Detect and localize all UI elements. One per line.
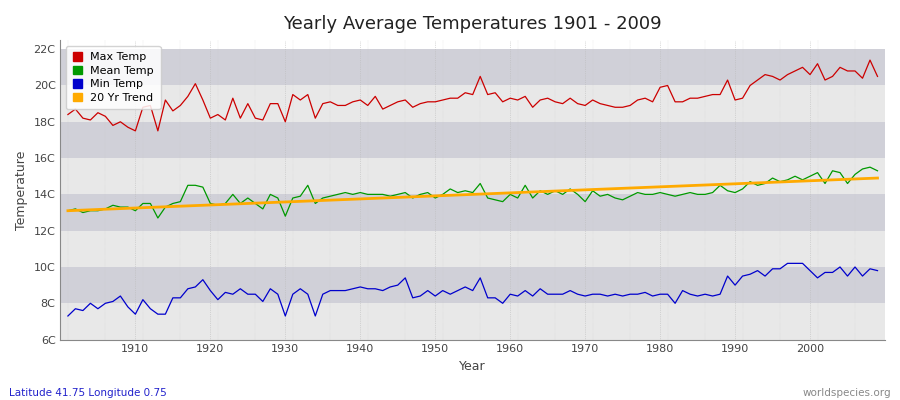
- Text: Latitude 41.75 Longitude 0.75: Latitude 41.75 Longitude 0.75: [9, 388, 166, 398]
- Text: worldspecies.org: worldspecies.org: [803, 388, 891, 398]
- Legend: Max Temp, Mean Temp, Min Temp, 20 Yr Trend: Max Temp, Mean Temp, Min Temp, 20 Yr Tre…: [66, 46, 161, 110]
- Bar: [60, 231, 885, 267]
- Bar: [60, 122, 885, 158]
- X-axis label: Year: Year: [459, 360, 486, 373]
- Y-axis label: Temperature: Temperature: [15, 150, 28, 230]
- Bar: [60, 86, 885, 122]
- Bar: [60, 303, 885, 340]
- Bar: [60, 194, 885, 231]
- Bar: [60, 158, 885, 194]
- Bar: [60, 267, 885, 303]
- Bar: [60, 49, 885, 86]
- Title: Yearly Average Temperatures 1901 - 2009: Yearly Average Temperatures 1901 - 2009: [284, 15, 662, 33]
